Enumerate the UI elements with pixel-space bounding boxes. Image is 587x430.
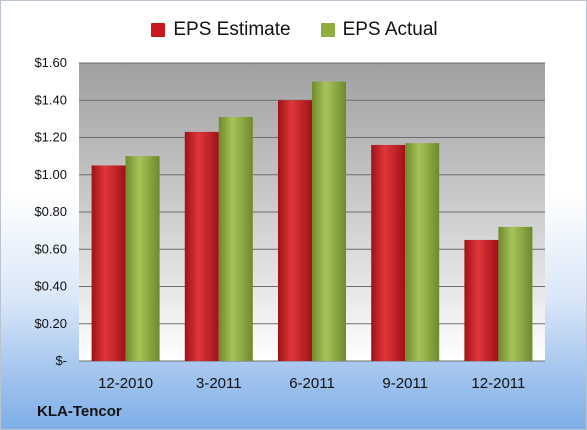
legend-entry-actual: EPS Actual <box>320 19 438 41</box>
legend-swatch-estimate <box>151 23 166 37</box>
x-category-label: 12-2011 <box>471 375 525 392</box>
y-tick-label: $1.20 <box>34 130 67 145</box>
bars <box>91 81 533 361</box>
bar-eps-estimate <box>371 144 406 361</box>
x-category-label: 6-2011 <box>289 375 335 392</box>
y-tick-label: $0.60 <box>34 241 67 256</box>
y-tick-label: $0.20 <box>34 316 67 331</box>
bar-eps-estimate <box>278 100 312 361</box>
company-name: KLA-Tencor <box>37 403 122 420</box>
bar-eps-estimate <box>91 165 126 361</box>
y-tick-label: $- <box>55 353 67 368</box>
bar-eps-actual <box>312 81 346 361</box>
y-tick-label: $1.00 <box>34 167 67 182</box>
bar-eps-actual <box>125 156 160 361</box>
x-axis-category-labels: 12-2010 3-2011 6-2011 9-2011 12-2011 <box>98 375 525 392</box>
legend-entry-estimate: EPS Estimate <box>151 19 291 41</box>
y-tick-label: $0.80 <box>34 204 67 219</box>
x-category-label: 3-2011 <box>196 375 242 392</box>
y-axis-tick-labels: $- $0.20 $0.40 $0.60 $0.80 $1.00 $1.20 $1.40 $1.… <box>34 55 67 368</box>
bar-eps-actual <box>498 226 533 361</box>
bar-eps-estimate <box>184 131 219 361</box>
y-tick-label: $1.40 <box>34 92 67 107</box>
legend-label-actual: EPS Actual <box>342 19 438 40</box>
x-category-label: 12-2010 <box>98 375 153 392</box>
y-tick-label: $0.40 <box>34 279 67 294</box>
x-category-label: 9-2011 <box>382 375 428 392</box>
y-tick-label: $1.60 <box>34 55 67 70</box>
legend: EPS Estimate EPS Actual <box>1 15 587 45</box>
bar-eps-actual <box>218 117 253 361</box>
bar-eps-estimate <box>464 239 499 361</box>
legend-label-estimate: EPS Estimate <box>173 19 291 40</box>
legend-swatch-actual <box>320 23 335 37</box>
bar-eps-actual <box>405 143 440 361</box>
